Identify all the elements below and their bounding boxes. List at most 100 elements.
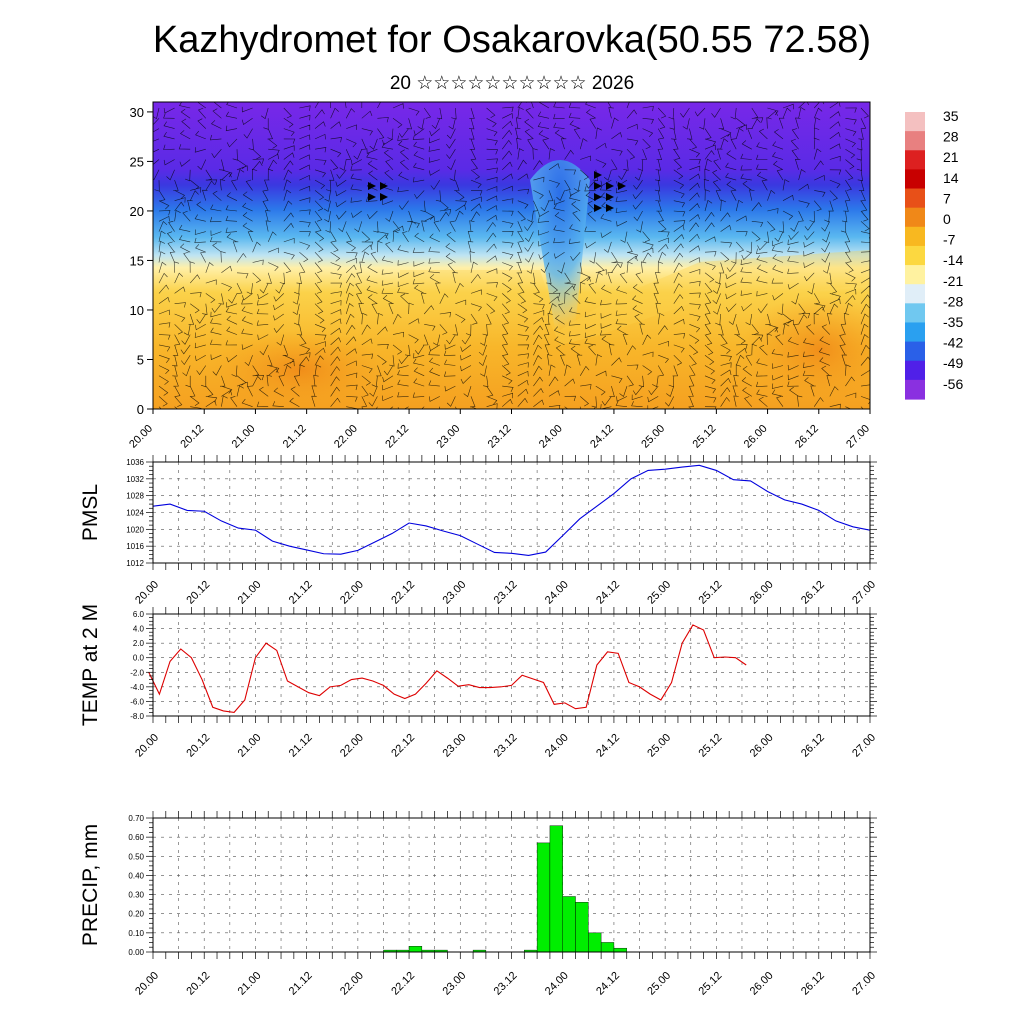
x-tick-label: 25.00 bbox=[645, 732, 673, 760]
x-tick-label: 22.00 bbox=[338, 970, 366, 998]
x-tick-label: 21.12 bbox=[287, 970, 315, 998]
x-tick-label: 22.12 bbox=[389, 579, 417, 607]
x-tick-label: 24.00 bbox=[543, 970, 571, 998]
x-tick-label: 25.00 bbox=[645, 970, 673, 998]
temp-panel: -8.0 -6.0 -4.0 -2.0 0.0 2.0 4.0 6.0 20.00 20.12 21… bbox=[79, 604, 878, 760]
y-tick-label: 2.0 bbox=[133, 639, 145, 648]
x-tick-label: 26.00 bbox=[748, 579, 776, 607]
precip-bar bbox=[562, 896, 576, 953]
colorbar-swatch bbox=[905, 303, 925, 324]
x-tick-label: 21.12 bbox=[287, 579, 315, 607]
wind-pennant bbox=[606, 182, 614, 190]
cs-x-tick-label: 22.12 bbox=[383, 423, 411, 451]
y-tick-label: -2.0 bbox=[130, 668, 144, 677]
colorbar-label: -35 bbox=[943, 314, 963, 330]
colorbar-label: 14 bbox=[943, 170, 959, 186]
x-tick-label: 23.00 bbox=[440, 579, 468, 607]
x-tick-label: 27.00 bbox=[850, 970, 878, 998]
cs-x-tick-label: 23.00 bbox=[434, 423, 462, 451]
y-tick-label: 0.00 bbox=[128, 948, 144, 957]
x-tick-label: 24.12 bbox=[594, 970, 622, 998]
cross-section-field bbox=[153, 102, 870, 409]
x-tick-label: 20.00 bbox=[133, 732, 161, 760]
x-tick-label: 24.00 bbox=[543, 579, 571, 607]
x-tick-label: 25.12 bbox=[697, 732, 725, 760]
y-tick-label: 1020 bbox=[126, 525, 144, 534]
x-tick-label: 21.00 bbox=[236, 732, 264, 760]
colorbar: 35 28 21 14 7 0 -7 -14 -21 -28 -35 -42 -49 -56 bbox=[905, 108, 963, 400]
cs-x-tick-label: 22.00 bbox=[332, 423, 360, 451]
colorbar-swatch bbox=[905, 169, 925, 190]
y-tick-label: -6.0 bbox=[130, 697, 144, 706]
colorbar-label: -49 bbox=[943, 355, 963, 371]
colorbar-swatch bbox=[905, 112, 925, 132]
x-tick-label: 25.00 bbox=[645, 579, 673, 607]
precip-bar bbox=[588, 932, 602, 953]
x-tick-label: 22.00 bbox=[338, 579, 366, 607]
cs-x-tick-label: 26.12 bbox=[793, 423, 821, 451]
x-tick-label: 21.00 bbox=[236, 970, 264, 998]
precip-bar bbox=[536, 842, 551, 953]
x-tick-label: 25.12 bbox=[697, 579, 725, 607]
colorbar-swatch bbox=[905, 207, 925, 228]
cs-y-tick-label: 5 bbox=[137, 352, 144, 367]
colorbar-swatch bbox=[905, 322, 925, 343]
x-tick-label: 22.00 bbox=[338, 732, 366, 760]
x-tick-label: 23.00 bbox=[440, 732, 468, 760]
wind-pennant bbox=[606, 204, 614, 212]
precip-panel: 0.00 0.10 0.20 0.30 0.40 0.50 0.60 0.70 20.00 20.… bbox=[79, 811, 878, 998]
cs-x-tick-label: 25.00 bbox=[639, 423, 667, 451]
y-tick-label: 0.30 bbox=[128, 891, 144, 900]
page-subtitle: 20 ☆☆☆☆☆☆☆☆☆☆ 2026 bbox=[389, 73, 635, 94]
cs-x-tick-label: 24.12 bbox=[588, 423, 616, 451]
x-tick-label: 27.00 bbox=[850, 732, 878, 760]
cs-x-tick-label: 21.12 bbox=[281, 423, 309, 451]
wind-pennant bbox=[594, 204, 602, 212]
colorbar-label: -28 bbox=[943, 293, 963, 309]
cs-x-tick-label: 26.00 bbox=[742, 423, 770, 451]
colorbar-swatch bbox=[905, 284, 925, 304]
cs-x-tick-label: 21.00 bbox=[230, 423, 258, 451]
colorbar-label: 35 bbox=[943, 108, 959, 124]
wind-pennant bbox=[606, 193, 614, 201]
wind-pennant bbox=[380, 182, 388, 190]
x-tick-label: 21.00 bbox=[236, 579, 264, 607]
colorbar-swatch bbox=[905, 265, 925, 285]
y-tick-label: 0.40 bbox=[128, 871, 144, 880]
x-tick-label: 20.12 bbox=[184, 970, 212, 998]
wind-pennant bbox=[594, 193, 602, 201]
x-tick-label: 27.00 bbox=[850, 579, 878, 607]
x-tick-label: 24.00 bbox=[543, 732, 571, 760]
x-tick-label: 26.12 bbox=[799, 732, 827, 760]
y-axis-title: TEMP at 2 M bbox=[79, 604, 102, 726]
wind-pennant bbox=[618, 182, 626, 190]
cs-x-tick-label: 24.00 bbox=[537, 423, 565, 451]
wind-pennant bbox=[368, 193, 376, 201]
x-tick-label: 24.12 bbox=[594, 732, 622, 760]
colorbar-label: 28 bbox=[943, 129, 959, 145]
cs-x-tick-label: 20.12 bbox=[178, 423, 206, 451]
y-tick-label: 0.20 bbox=[128, 910, 144, 919]
pmsl-panel: 1012 1016 1020 1024 1028 1032 1036 20.00 20.12 21… bbox=[79, 455, 878, 607]
x-tick-label: 26.12 bbox=[799, 579, 827, 607]
y-tick-label: 0.0 bbox=[133, 654, 145, 663]
cs-y-tick-label: 25 bbox=[130, 154, 144, 169]
x-tick-label: 21.12 bbox=[287, 732, 315, 760]
precip-bar bbox=[613, 947, 627, 953]
x-tick-label: 22.12 bbox=[389, 732, 417, 760]
cs-y-tick-label: 10 bbox=[130, 303, 144, 318]
colorbar-swatch bbox=[905, 150, 925, 170]
cs-x-tick-label: 23.12 bbox=[486, 423, 514, 451]
colorbar-swatch bbox=[905, 360, 925, 381]
cross-section-y-axis: 0 5 10 15 20 25 30 bbox=[130, 105, 153, 417]
wind-pennant bbox=[380, 193, 388, 201]
y-tick-label: 4.0 bbox=[133, 625, 145, 634]
x-tick-label: 20.00 bbox=[133, 579, 161, 607]
colorbar-swatch bbox=[905, 245, 925, 266]
x-tick-label: 26.00 bbox=[748, 970, 776, 998]
x-tick-label: 26.12 bbox=[799, 970, 827, 998]
colorbar-swatch bbox=[905, 379, 925, 400]
colorbar-label: -14 bbox=[943, 252, 963, 268]
y-axis-title: PMSL bbox=[79, 484, 102, 541]
cs-x-tick-label: 25.12 bbox=[691, 423, 719, 451]
